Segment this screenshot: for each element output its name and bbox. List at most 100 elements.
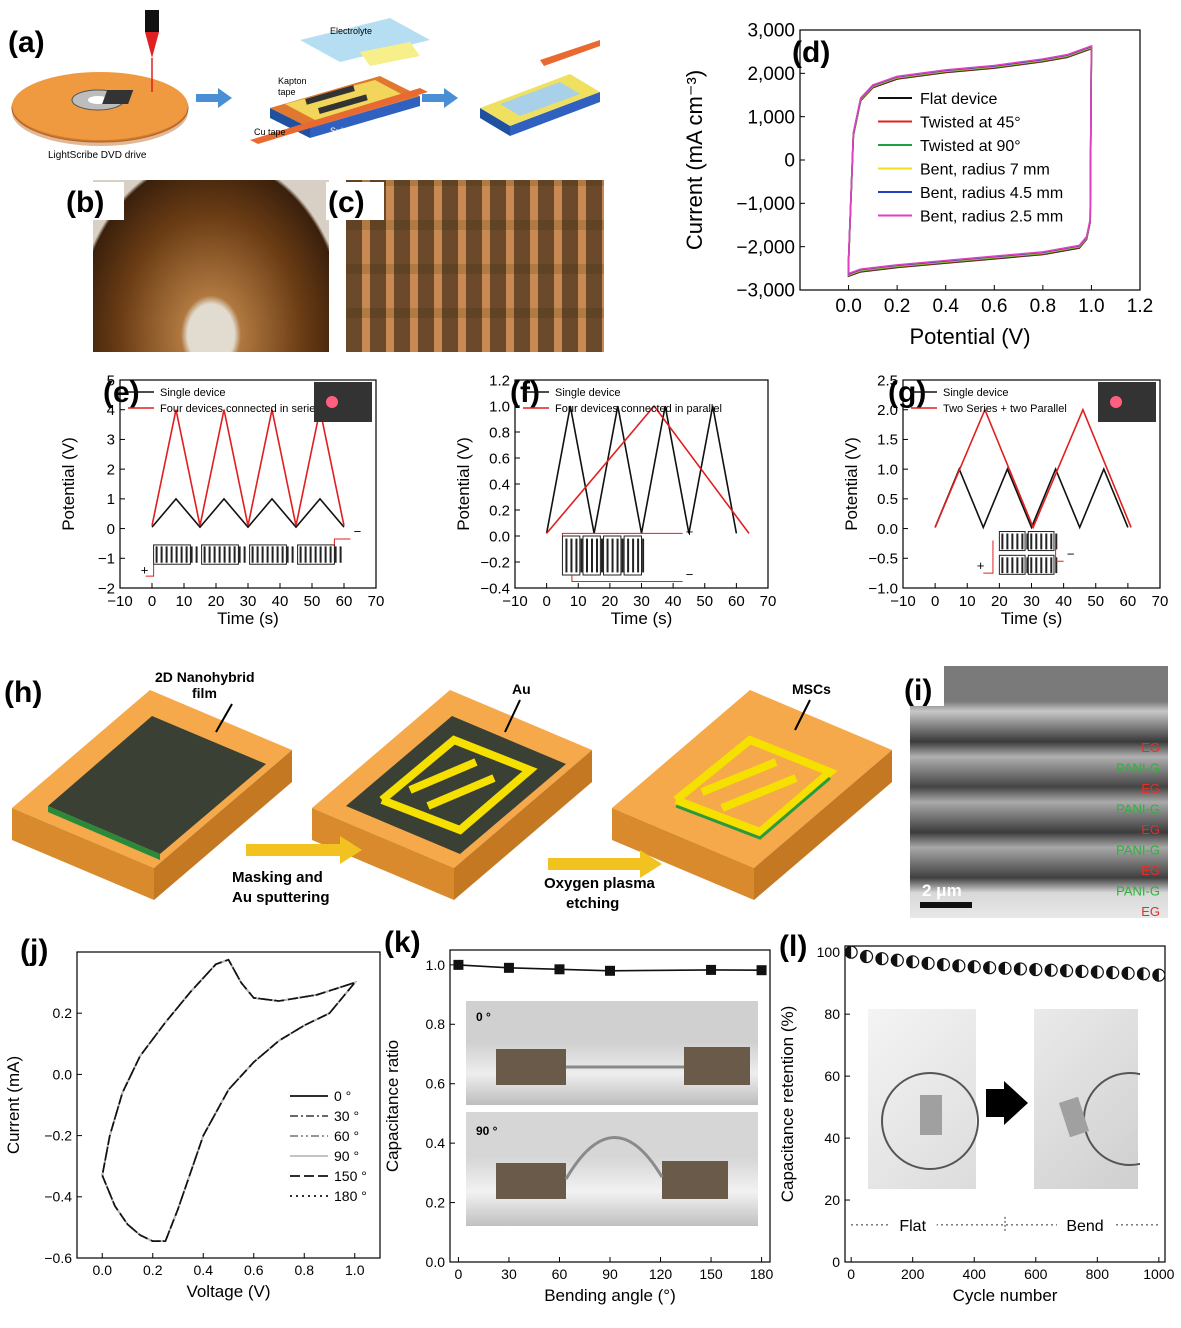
svg-text:Substrate: Substrate [330, 126, 369, 136]
x-tick-label: 1.0 [345, 1262, 365, 1278]
x-tick-label: 70 [368, 593, 385, 610]
data-point-fill [968, 960, 975, 973]
x-tick-label: 150 [699, 1266, 723, 1282]
y-tick-label: −1.0 [868, 580, 898, 597]
circuit-minus: − [1067, 546, 1075, 561]
panel-b-photo [93, 180, 329, 352]
led-glow [1110, 396, 1122, 408]
svg-text:Cu tape: Cu tape [254, 127, 286, 137]
phase-label-bend: Bend [1066, 1218, 1103, 1235]
panel-i-overlay: (i) EG PANI-G EG PANI-G EG PANI-G EG PANI-G EG 2… [892, 666, 1160, 919]
chart-f: −10 0 10 20 30 40 50 60 70 −0.4 −0.2 0.0 0.2 0.4 0.6 0.… [454, 372, 776, 628]
svg-text:etching: etching [566, 895, 619, 912]
panel-label-l: (l) [779, 930, 807, 963]
data-point-fill [1029, 963, 1036, 976]
circuit-wire [333, 538, 351, 545]
legend-label: 90 ° [334, 1148, 359, 1164]
cv-curve-3 [101, 958, 358, 1242]
layer-label: PANI-G [1116, 884, 1160, 899]
panel-a-schematic: (a) LightScribe DVD drive Electrolyte Ka… [8, 10, 600, 161]
x-tick-label: 120 [649, 1266, 673, 1282]
y-axis-label: Potential (V) [454, 437, 473, 531]
y-tick-label: 2.5 [877, 372, 898, 389]
panel-label-h: (h) [4, 676, 42, 709]
y-tick-label: −0.2 [480, 554, 510, 571]
cv-curve-2 [101, 958, 358, 1242]
x-axis-label: Time (s) [1001, 609, 1063, 628]
panel-bc-labels: (b) (c) [64, 182, 384, 220]
y-tick-label: −0.2 [44, 1128, 72, 1144]
x-tick-label: 30 [240, 593, 257, 610]
x-tick-label: −10 [502, 593, 527, 610]
y-tick-label: −0.4 [44, 1189, 72, 1205]
series-line-1 [151, 409, 345, 526]
legend-label: Twisted at 45° [920, 115, 1021, 132]
x-tick-label: 60 [552, 1266, 568, 1282]
data-point-fill [999, 962, 1005, 975]
panel-label-d: (d) [792, 36, 830, 69]
arrow-icon [246, 836, 362, 864]
y-tick-label: −3,000 [736, 281, 795, 302]
circuit-plus: + [686, 524, 694, 539]
data-point [554, 964, 565, 975]
circuit-wire [145, 564, 155, 577]
cv-curve-0 [101, 958, 358, 1242]
y-tick-label: 0.0 [426, 1254, 446, 1270]
x-tick-label: 50 [696, 593, 713, 610]
data-point-fill [1106, 966, 1113, 979]
y-tick-label: 0.8 [489, 424, 510, 441]
x-tick-label: 50 [304, 593, 321, 610]
y-tick-label: 1.5 [877, 432, 898, 449]
y-tick-label: 2.0 [877, 402, 898, 419]
data-point-fill [1075, 965, 1082, 978]
y-tick-label: 0 [784, 151, 795, 172]
cv-curve-5 [847, 44, 1093, 275]
circuit-wire [983, 540, 994, 574]
x-tick-label: 10 [176, 593, 193, 610]
layer-label: PANI-G [1116, 802, 1160, 817]
y-tick-label: 20 [824, 1192, 840, 1208]
circuit-plus: + [977, 558, 985, 573]
panel-c-photo [346, 180, 604, 352]
y-tick-label: 0.8 [426, 1016, 446, 1032]
svg-text:MSCs: MSCs [792, 681, 831, 697]
data-point-fill [906, 955, 913, 968]
series-line [458, 964, 762, 972]
x-tick-label: 0 [931, 593, 939, 610]
x-tick-label: 1000 [1143, 1266, 1174, 1282]
x-tick-label: 10 [570, 593, 587, 610]
x-tick-label: 0 [542, 593, 550, 610]
y-tick-label: 1.0 [426, 957, 446, 973]
data-point-fill [1137, 967, 1144, 980]
arrow-icon [422, 88, 458, 108]
series-line-1 [934, 407, 1132, 530]
layer-label: EG [1141, 740, 1160, 755]
panel-k-photo-overlay: 0 ° 90 ° [476, 1010, 750, 1199]
y-axis-label: Potential (V) [59, 437, 78, 531]
x-tick-label: 10 [959, 593, 976, 610]
panel-label-c: (c) [328, 186, 365, 219]
plot-frame [76, 951, 381, 1259]
panel-h-schematic: (h) 2D Nanohybrid film Au MSCs Masking a… [4, 669, 892, 912]
x-tick-label: 20 [208, 593, 225, 610]
laser-head [145, 10, 159, 32]
data-point-fill [937, 958, 944, 971]
y-tick-label: 0.2 [53, 1005, 73, 1021]
phase-label-bg [888, 1213, 937, 1234]
data-point-fill [952, 959, 959, 972]
y-tick-label: 1.0 [489, 398, 510, 415]
y-tick-label: 1 [107, 491, 115, 508]
layer-label: PANI-G [1116, 843, 1160, 858]
layer-label: EG [1141, 822, 1160, 837]
y-tick-label: 40 [824, 1130, 840, 1146]
x-tick-label: 60 [728, 593, 745, 610]
x-tick-label: −10 [107, 593, 132, 610]
series-line-0 [151, 497, 345, 529]
x-tick-label: 40 [1055, 593, 1072, 610]
layer-label: EG [1141, 781, 1160, 796]
y-tick-label: 0.4 [426, 1135, 446, 1151]
x-tick-label: 0.4 [933, 296, 960, 317]
x-tick-label: 0.6 [244, 1262, 264, 1278]
data-point [756, 965, 767, 976]
layer-label: PANI-G [1116, 761, 1160, 776]
